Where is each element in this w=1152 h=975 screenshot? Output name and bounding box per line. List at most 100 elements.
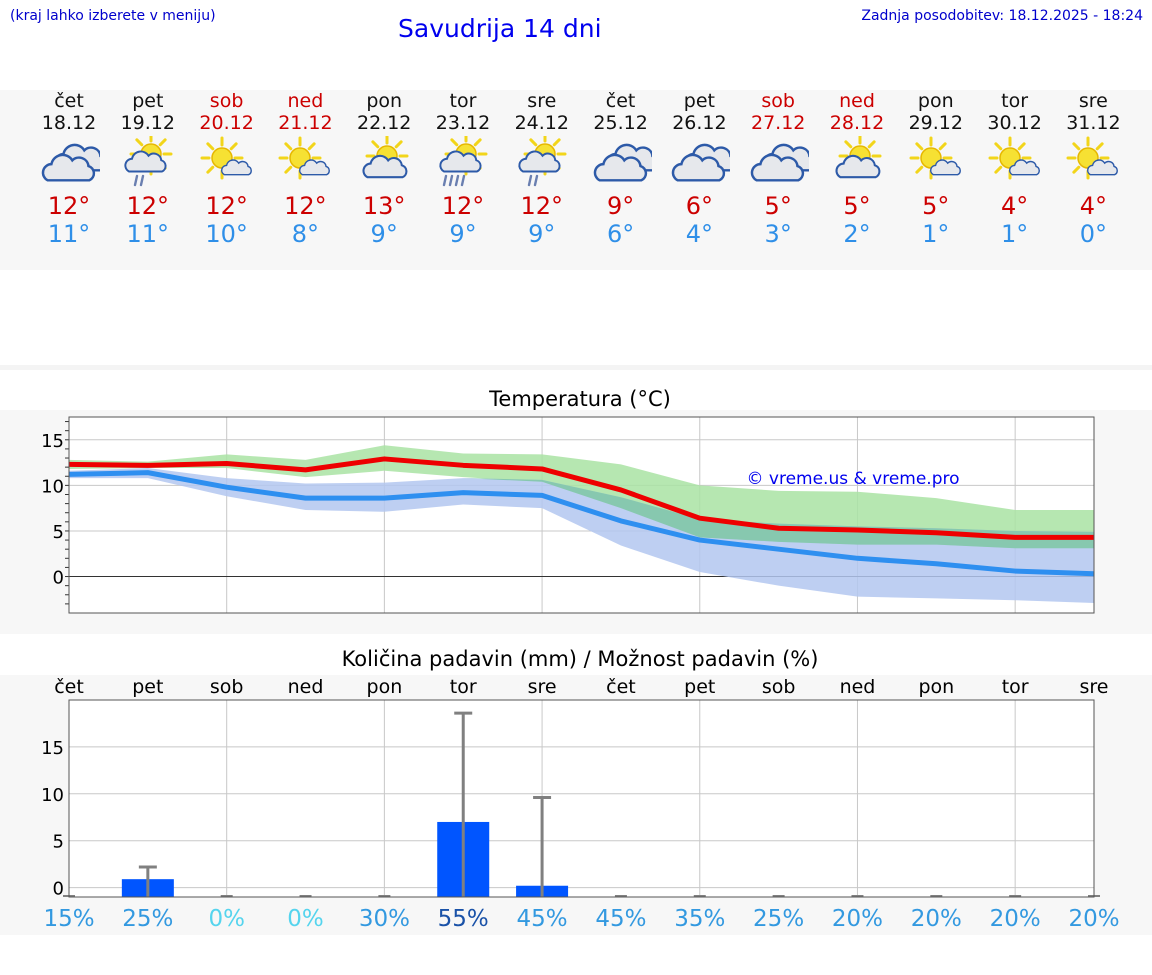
day-forecast-9: sob 27.12 5° 3° <box>738 90 818 248</box>
sun-behind-cloud-icon <box>817 136 897 192</box>
y-tick-label: 0 <box>53 568 64 589</box>
min-temperature: 2° <box>843 220 871 248</box>
last-updated: Zadnja posodobitev: 18.12.2025 - 18:24 <box>861 8 1143 24</box>
day-date: 22.12 <box>356 112 412 134</box>
cloudy-icon <box>659 136 739 192</box>
max-temperature: 12° <box>520 192 564 220</box>
x-category-label: tor <box>450 676 477 698</box>
precipitation-chart-panel: 0 5 10 15 čet pet sob ned pon tor sre čet pet sob ned p… <box>0 675 1152 935</box>
day-name: pet <box>132 90 164 112</box>
sun-cloud-icon <box>896 136 976 192</box>
day-name: čet <box>54 90 84 112</box>
temperature-chart: 0 5 10 15 © vreme.us & vreme.pro <box>41 416 1095 614</box>
min-temperature: 1° <box>922 220 950 248</box>
precipitation-probability: 20% <box>832 906 883 932</box>
precipitation-probability: 45% <box>595 906 646 932</box>
day-date: 18.12 <box>41 112 97 134</box>
x-category-label: sob <box>762 676 796 698</box>
max-temperature: 13° <box>362 192 406 220</box>
x-category-label: tor <box>1002 676 1029 698</box>
max-temperature: 4° <box>1000 192 1029 220</box>
max-temperature: 12° <box>284 192 327 220</box>
precipitation-probability: 20% <box>990 906 1041 932</box>
day-date: 23.12 <box>435 112 491 134</box>
day-date: 31.12 <box>1066 112 1121 134</box>
max-temperature: 5° <box>843 192 871 220</box>
sun-cloud-heavy-rain-icon <box>423 136 503 192</box>
day-forecast-10: ned 28.12 5° 2° <box>817 90 897 248</box>
precipitation-probability: 45% <box>517 906 568 932</box>
day-forecast-1: pet 19.12 12° 11° <box>108 90 188 248</box>
temperature-chart-title: Temperatura (°C) <box>489 387 671 411</box>
x-category-label: čet <box>54 676 84 698</box>
precipitation-probability: 30% <box>359 906 410 932</box>
day-forecast-13: sre 31.12 4° 0° <box>1053 90 1133 248</box>
precipitation-probability: 15% <box>43 906 94 932</box>
day-name: pon <box>366 90 403 112</box>
day-forecast-6: sre 24.12 12° 9° <box>502 90 582 248</box>
max-temperature: 9° <box>606 192 635 220</box>
day-name: čet <box>605 90 636 112</box>
x-category-label: sre <box>528 676 557 698</box>
x-category-label: čet <box>606 676 636 698</box>
day-name: tor <box>1001 90 1029 112</box>
day-date: 27.12 <box>750 112 806 134</box>
min-temperature: 0° <box>1079 220 1108 248</box>
precipitation-chart: 0 5 10 15 čet pet sob ned pon tor sre čet pet sob ned p… <box>41 676 1119 932</box>
precipitation-probability: 20% <box>1068 906 1119 932</box>
precipitation-chart-title: Količina padavin (mm) / Možnost padavin … <box>341 647 819 671</box>
sun-cloud-icon <box>187 136 267 192</box>
sun-cloud-rain-icon <box>108 136 188 192</box>
max-temperature-band <box>69 445 1094 549</box>
min-temperature: 8° <box>291 220 320 248</box>
x-category-label: pet <box>132 676 163 698</box>
y-tick-label: 5 <box>53 522 64 543</box>
precipitation-probability: 25% <box>122 906 173 932</box>
cloudy-icon <box>581 136 661 192</box>
cloudy-icon <box>738 136 818 192</box>
max-temperature: 5° <box>922 192 950 220</box>
sun-cloud-icon <box>265 136 345 192</box>
precipitation-probability: 55% <box>438 906 489 932</box>
day-forecast-4: pon 22.12 13° 9° <box>344 90 424 248</box>
day-name: sre <box>1078 90 1108 112</box>
sun-behind-cloud-icon <box>344 136 424 192</box>
day-date: 30.12 <box>987 112 1042 134</box>
day-forecast-12: tor 30.12 4° 1° <box>975 90 1055 248</box>
y-tick-label: 0 <box>53 879 64 900</box>
sun-cloud-icon <box>975 136 1055 192</box>
day-date: 29.12 <box>908 112 963 134</box>
watermark: © vreme.us & vreme.pro <box>746 469 959 489</box>
plot-area <box>69 700 1094 897</box>
x-category-label: ned <box>840 676 876 698</box>
max-temperature: 12° <box>47 192 91 220</box>
page-title: Savudrija 14 dni <box>398 14 602 43</box>
min-temperature: 9° <box>449 220 477 248</box>
day-name: sob <box>209 90 244 112</box>
day-date: 25.12 <box>593 112 648 134</box>
day-date: 19.12 <box>120 112 175 134</box>
day-forecast-5: tor 23.12 12° 9° <box>423 90 503 248</box>
x-category-label: pon <box>918 676 954 698</box>
max-temperature: 12° <box>205 192 248 220</box>
plot-frame <box>68 416 1095 614</box>
cloudy-icon <box>29 136 109 192</box>
day-forecast-7: čet 25.12 9° 6° <box>581 90 661 248</box>
precipitation-probability: 25% <box>753 906 804 932</box>
precipitation-probability: 0% <box>287 906 324 932</box>
day-date: 28.12 <box>829 112 885 134</box>
y-tick-label: 5 <box>53 832 64 853</box>
precipitation-probability: 0% <box>208 906 245 932</box>
min-temperature: 6° <box>606 220 635 248</box>
location-hint: (kraj lahko izberete v meniju) <box>10 8 216 24</box>
y-tick-label: 10 <box>41 476 64 497</box>
day-forecast-3: ned 21.12 12° 8° <box>265 90 345 248</box>
x-category-label: ned <box>288 676 324 698</box>
y-tick-label: 15 <box>41 431 64 452</box>
max-temperature: 5° <box>764 192 792 220</box>
daily-forecast-strip: čet 18.12 12° 11° pet 19.12 12° 11° sob 20… <box>0 90 1152 270</box>
temperature-chart-panel: 0 5 10 15 © vreme.us & vreme.pro <box>0 410 1152 634</box>
max-temperature: 6° <box>685 192 714 220</box>
precipitation-probability: 20% <box>911 906 962 932</box>
min-temperature-line <box>68 470 1095 577</box>
